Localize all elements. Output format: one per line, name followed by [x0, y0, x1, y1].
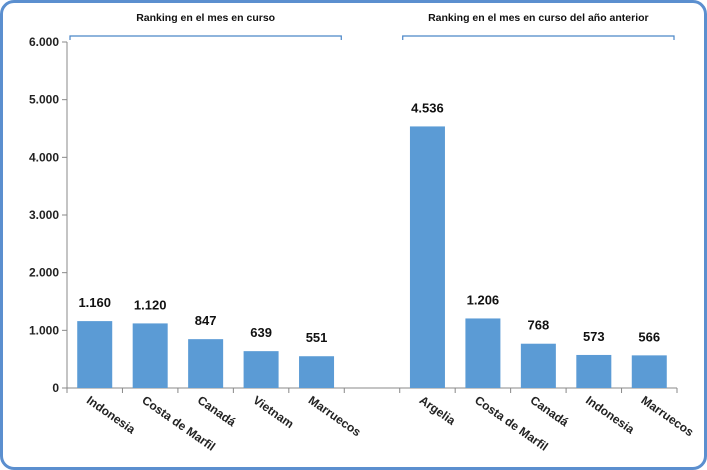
- group-bracket: [69, 35, 342, 40]
- bar: [299, 356, 335, 388]
- bar: [631, 355, 667, 388]
- y-tick-label: 6.000: [29, 35, 59, 49]
- data-label: 551: [306, 330, 328, 345]
- y-tick-label: 1.000: [29, 323, 59, 337]
- bar: [77, 321, 113, 388]
- data-label: 639: [250, 325, 272, 340]
- bar: [520, 343, 556, 388]
- data-label: 566: [638, 329, 660, 344]
- y-tick-label: 2.000: [29, 266, 59, 280]
- category-label: Indonesia: [583, 393, 637, 437]
- bar: [465, 318, 501, 388]
- group-label: Ranking en el mes en curso del año anter…: [428, 12, 649, 24]
- category-label: Vietnam: [250, 393, 296, 431]
- category-label: Canadá: [195, 393, 239, 430]
- category-label: Canadá: [528, 393, 572, 430]
- data-label: 1.160: [78, 295, 111, 310]
- data-label: 1.120: [134, 297, 167, 312]
- category-label: Argelia: [417, 393, 459, 428]
- bar: [409, 126, 445, 388]
- data-label: 1.206: [467, 292, 500, 307]
- bar: [576, 354, 612, 388]
- data-label: 573: [583, 329, 605, 344]
- bar: [188, 339, 224, 388]
- bar: [132, 323, 168, 388]
- data-label: 768: [528, 318, 550, 333]
- category-label: Marruecos: [306, 393, 364, 439]
- category-label: Indonesia: [84, 393, 138, 437]
- y-tick-label: 0: [52, 381, 59, 395]
- bar: [243, 351, 279, 388]
- data-label: 4.536: [411, 100, 444, 115]
- y-tick-label: 3.000: [29, 208, 59, 222]
- group-label: Ranking en el mes en curso: [136, 12, 275, 24]
- category-label: Marruecos: [639, 393, 697, 439]
- y-tick-label: 4.000: [29, 150, 59, 164]
- data-label: 847: [195, 313, 217, 328]
- y-tick-label: 5.000: [29, 93, 59, 107]
- group-bracket: [402, 35, 675, 40]
